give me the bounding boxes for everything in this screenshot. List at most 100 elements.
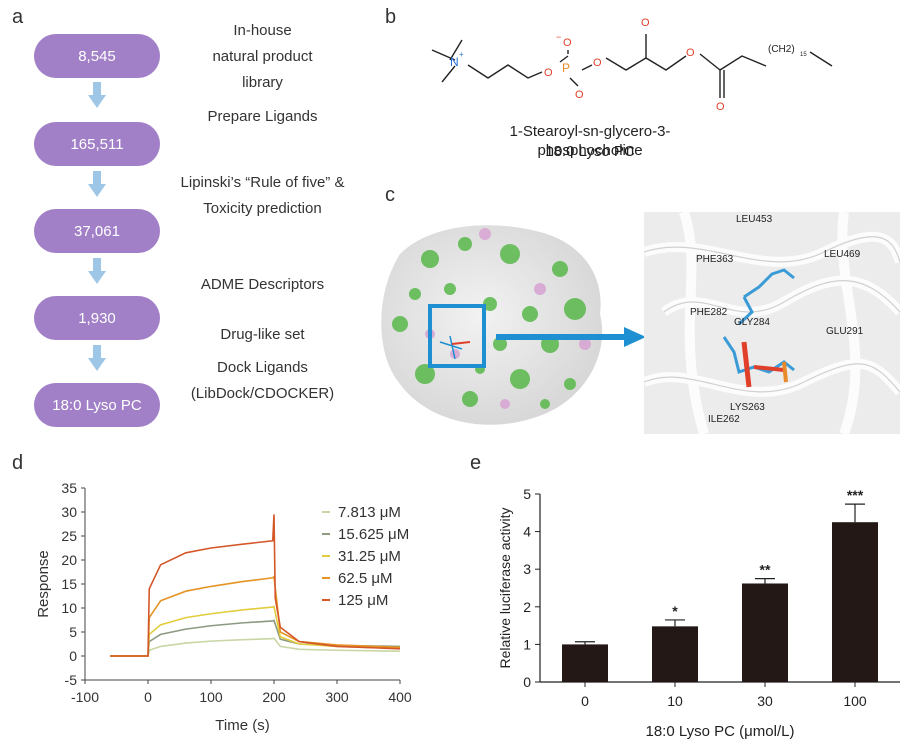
atom-nitrogen: N [450, 55, 459, 69]
y-tick-label: 3 [523, 561, 531, 577]
atom-oxygen-minus-charge: − [556, 32, 561, 42]
spr-sensorgram-chart: -5 0 5 10 15 20 25 30 35 -100 0 100 200 300 400 Time (s… [35, 480, 412, 734]
flow-step-2: 165,511 [34, 122, 160, 166]
atom-oxygen-3: O [593, 57, 602, 69]
flow-step-4: 1,930 [34, 296, 160, 340]
y-tick-label: 5 [523, 486, 531, 502]
atom-oxygen-6: O [716, 101, 725, 113]
bar [742, 583, 788, 682]
flow-arrow-3 [88, 258, 106, 284]
y-tick-label: -5 [65, 672, 78, 688]
panel-d-label: d [12, 452, 24, 474]
atom-oxygen-4: O [641, 17, 650, 29]
label-dock-line-2: (LibDock/CDOCKER) [190, 385, 335, 402]
x-tick-label: 10 [667, 693, 683, 709]
residue-label: GLU291 [826, 326, 864, 337]
bar [652, 626, 698, 682]
series-line [110, 514, 401, 657]
significance-marker: * [672, 603, 678, 619]
legend-label: 7.813 μM [338, 504, 401, 521]
x-tick-label: 100 [199, 689, 223, 705]
y-tick-label: 4 [523, 524, 531, 540]
y-tick-label: 30 [61, 504, 77, 520]
y-axis-title: Response [35, 550, 52, 618]
significance-marker: ** [760, 562, 771, 578]
flow-arrow-1 [88, 82, 106, 108]
label-drug-like-set: Drug-like set [220, 326, 305, 343]
x-tick-label: 0 [144, 689, 152, 705]
atom-nitrogen-charge: + [459, 50, 464, 59]
x-tick-label: 0 [581, 693, 589, 709]
atom-oxygen-1: O [544, 67, 553, 79]
residue-label: LYS263 [730, 402, 765, 413]
x-tick-label: 100 [843, 693, 867, 709]
molecule-name: 1-Stearoyl-sn-glycero-3-phosphocholine [509, 123, 671, 159]
y-tick-label: 2 [523, 599, 531, 615]
legend-label: 62.5 μM [338, 570, 393, 587]
residue-label: PHE282 [690, 307, 728, 318]
y-tick-label: 5 [69, 624, 77, 640]
protein-surface-image [381, 225, 603, 425]
flow-step-1: 8,545 [34, 34, 160, 78]
y-tick-label: 15 [61, 576, 77, 592]
bar [832, 522, 878, 682]
bar [562, 644, 608, 682]
y-tick-label: 25 [61, 528, 77, 544]
panel-c-label: c [385, 184, 395, 206]
docking-detail-image: LEU453 LEU469 PHE363 PHE282 GLY284 GLU29… [644, 212, 900, 434]
x-tick-label: 200 [262, 689, 286, 705]
series-line [110, 575, 401, 657]
x-axis-title: 18:0 Lyso PC (μmol/L) [646, 723, 795, 740]
panel-a-label: a [12, 6, 24, 28]
residue-label: ILE262 [708, 414, 740, 425]
x-axis-title: Time (s) [215, 717, 269, 734]
x-tick-label: 300 [325, 689, 349, 705]
label-adme: ADME Descriptors [200, 276, 325, 293]
atom-oxygen-minus: O [563, 37, 572, 49]
y-tick-label: 1 [523, 636, 531, 652]
y-tick-label: 10 [61, 600, 77, 616]
x-tick-label: 400 [388, 689, 412, 705]
chain-subscript: 15 [800, 52, 807, 58]
label-dock-ligands: Dock Ligands (LibDock/CDOCKER) [170, 355, 355, 407]
flow-step-5: 18:0 Lyso PC [34, 383, 160, 427]
molecule-structure: N + O O − P O O O O O (CH2) 15 [431, 17, 833, 113]
legend-label: 125 μM [338, 592, 388, 609]
flow-arrow-2 [88, 171, 106, 197]
significance-marker: *** [847, 487, 864, 503]
zoom-arrow [496, 327, 646, 347]
y-tick-label: 0 [523, 674, 531, 690]
legend-label: 31.25 μM [338, 548, 401, 565]
flow-step-3: 37,061 [34, 209, 160, 253]
y-tick-label: 20 [61, 552, 77, 568]
ligand-tail [737, 268, 795, 326]
panel-b-label: b [385, 6, 397, 28]
label-lipinski: Lipinski’s “Rule of five” & Toxicity pre… [170, 170, 355, 222]
atom-phosphorus: P [562, 61, 570, 75]
atom-oxygen-5: O [686, 47, 695, 59]
label-lipinski-line-2: Toxicity prediction [203, 200, 322, 217]
chain-label: (CH2) [768, 44, 795, 55]
x-tick-label: -100 [71, 689, 99, 705]
label-library-line-1: In-house [233, 22, 292, 39]
label-library: In-house natural product library [170, 18, 355, 96]
label-lipinski-line-1: Lipinski’s “Rule of five” & [180, 174, 345, 191]
residue-labels: LEU453 LEU469 PHE363 PHE282 GLY284 GLU29… [690, 214, 864, 425]
residue-label: GLY284 [734, 317, 770, 328]
x-tick-label: 30 [757, 693, 773, 709]
label-dock-line-1: Dock Ligands [217, 359, 308, 376]
legend-label: 15.625 μM [338, 526, 409, 543]
residue-label: PHE363 [696, 254, 734, 265]
flow-arrow-4 [88, 345, 106, 371]
label-library-line-3: library [242, 74, 283, 91]
binding-site-box [428, 304, 486, 368]
residue-label: LEU453 [736, 214, 773, 225]
y-tick-label: 35 [61, 480, 77, 496]
atom-oxygen-2: O [575, 89, 584, 101]
panel-e-label: e [470, 452, 482, 474]
y-tick-label: 0 [69, 648, 77, 664]
residue-label: LEU469 [824, 249, 861, 260]
label-prepare-ligands: Prepare Ligands [207, 108, 318, 125]
luciferase-bar-chart: 0 1 2 3 4 5 0 * 10 ** 30 *** 100 18:0 Lyso PC (μmol/L… [497, 486, 900, 740]
molecule-short-name: 18:0 Lyso PC [545, 143, 635, 160]
